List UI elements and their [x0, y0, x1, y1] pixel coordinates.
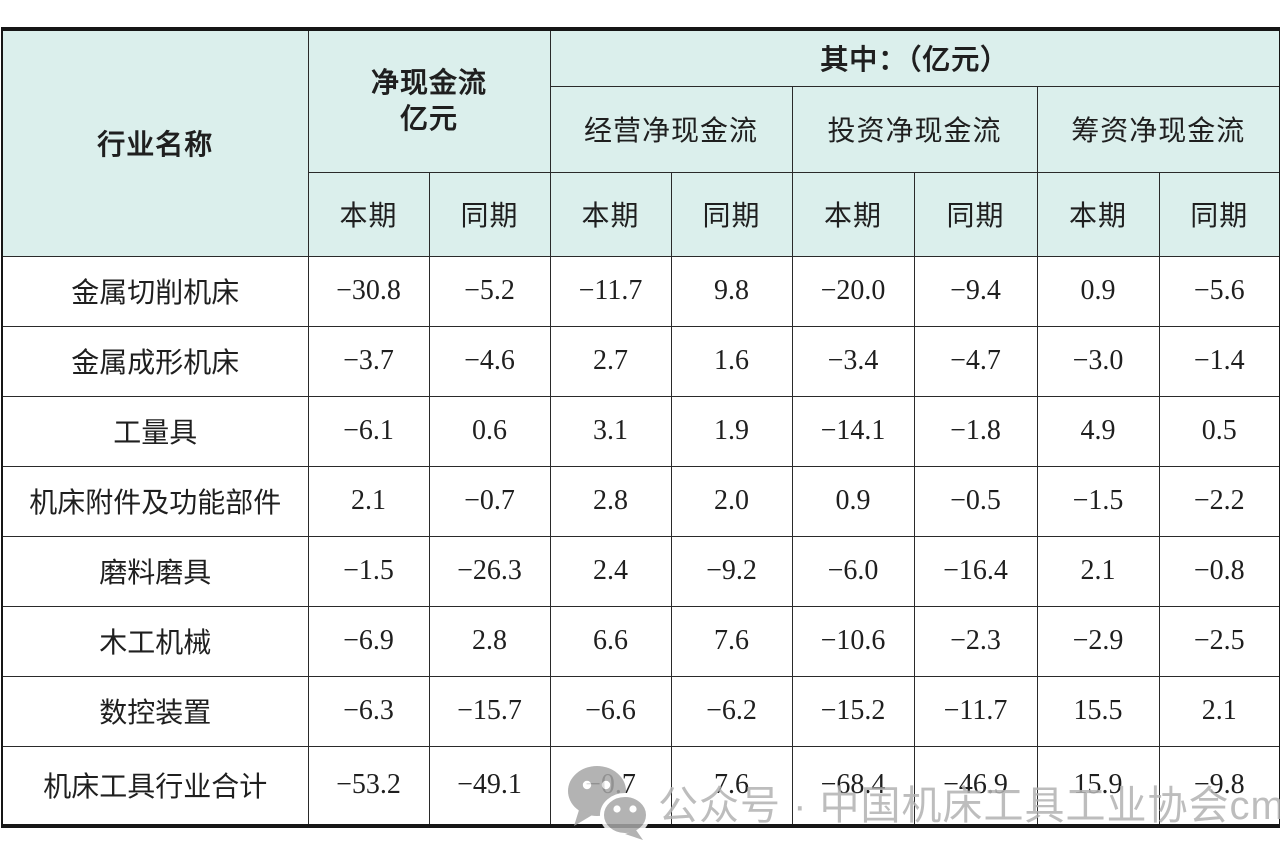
cell-value: −3.4	[791, 325, 915, 397]
cash-flow-table: 行业名称 净现金流 亿元 其中：（亿元） 经营净现金流 投资净现金流 筹资净现金…	[1, 27, 1280, 828]
cell-value: 15.5	[1036, 675, 1160, 747]
header-period-prior: 同期	[670, 171, 793, 257]
cell-value: 2.4	[549, 535, 672, 607]
cell-value: −2.2	[1158, 465, 1280, 537]
cell-value: −15.2	[791, 675, 915, 747]
cell-value: −49.1	[428, 745, 551, 827]
cell-value: −2.5	[1158, 605, 1280, 677]
cell-value: 2.1	[1158, 675, 1280, 747]
row-label: 机床附件及功能部件	[1, 465, 309, 537]
table-row: 金属成形机床 −3.7 −4.6 2.7 1.6 −3.4 −4.7 −3.0 …	[1, 325, 1280, 397]
cell-value: 2.8	[428, 605, 551, 677]
cell-value: −68.4	[791, 745, 915, 827]
cell-value: −0.5	[913, 465, 1038, 537]
header-financing-net-cash-flow: 筹资净现金流	[1036, 85, 1280, 173]
cell-value: −6.6	[549, 675, 672, 747]
header-net-cash-flow: 净现金流 亿元	[307, 28, 551, 173]
cell-value: −9.8	[1158, 745, 1280, 827]
cell-value: 1.9	[670, 395, 793, 467]
header-period-current: 本期	[1036, 171, 1160, 257]
cell-value: −30.8	[307, 255, 430, 327]
cell-value: −10.6	[791, 605, 915, 677]
cell-value: −3.0	[1036, 325, 1160, 397]
header-period-prior: 同期	[428, 171, 551, 257]
header-industry-name: 行业名称	[1, 28, 309, 257]
header-period-prior: 同期	[1158, 171, 1280, 257]
cell-value: 7.6	[670, 605, 793, 677]
cell-value: 2.1	[1036, 535, 1160, 607]
cell-value: 2.8	[549, 465, 672, 537]
cell-value: −11.7	[549, 255, 672, 327]
cell-value: −5.2	[428, 255, 551, 327]
row-label: 机床工具行业合计	[1, 745, 309, 827]
cell-value: 0.6	[428, 395, 551, 467]
cell-value: 0.9	[1036, 255, 1160, 327]
cell-value: −53.2	[307, 745, 430, 827]
cell-value: 0.9	[791, 465, 915, 537]
cell-value: −6.0	[791, 535, 915, 607]
row-label: 木工机械	[1, 605, 309, 677]
cell-value: −9.2	[670, 535, 793, 607]
header-period-current: 本期	[549, 171, 672, 257]
cell-value: −4.6	[428, 325, 551, 397]
table-row: 磨料磨具 −1.5 −26.3 2.4 −9.2 −6.0 −16.4 2.1 …	[1, 535, 1280, 607]
cell-value: 1.6	[670, 325, 793, 397]
row-label: 金属成形机床	[1, 325, 309, 397]
cell-value: −0.7	[549, 745, 672, 827]
cell-value: −16.4	[913, 535, 1038, 607]
cell-value: −4.7	[913, 325, 1038, 397]
cell-value: −2.9	[1036, 605, 1160, 677]
cell-value: −1.5	[1036, 465, 1160, 537]
cell-value: 9.8	[670, 255, 793, 327]
cell-value: −6.2	[670, 675, 793, 747]
cell-value: −6.3	[307, 675, 430, 747]
cell-value: 7.6	[670, 745, 793, 827]
row-label: 数控装置	[1, 675, 309, 747]
cell-value: 4.9	[1036, 395, 1160, 467]
cell-value: −1.8	[913, 395, 1038, 467]
cell-value: −6.1	[307, 395, 430, 467]
header-period-current: 本期	[307, 171, 430, 257]
table-row: 金属切削机床 −30.8 −5.2 −11.7 9.8 −20.0 −9.4 0…	[1, 255, 1280, 327]
cell-value: 15.9	[1036, 745, 1160, 827]
cell-value: −2.3	[913, 605, 1038, 677]
row-label: 金属切削机床	[1, 255, 309, 327]
cell-value: −26.3	[428, 535, 551, 607]
header-period-current: 本期	[791, 171, 915, 257]
header-operating-net-cash-flow: 经营净现金流	[549, 85, 793, 173]
cell-value: 0.5	[1158, 395, 1280, 467]
cell-value: −11.7	[913, 675, 1038, 747]
header-investing-net-cash-flow: 投资净现金流	[791, 85, 1038, 173]
cell-value: −9.4	[913, 255, 1038, 327]
row-label: 磨料磨具	[1, 535, 309, 607]
cell-value: −46.9	[913, 745, 1038, 827]
cell-value: −15.7	[428, 675, 551, 747]
row-label: 工量具	[1, 395, 309, 467]
cell-value: −20.0	[791, 255, 915, 327]
cell-value: 6.6	[549, 605, 672, 677]
cell-value: −0.7	[428, 465, 551, 537]
cell-value: −1.4	[1158, 325, 1280, 397]
table-row: 工量具 −6.1 0.6 3.1 1.9 −14.1 −1.8 4.9 0.5	[1, 395, 1280, 467]
cell-value: −1.5	[307, 535, 430, 607]
cell-value: 2.1	[307, 465, 430, 537]
table-row: 木工机械 −6.9 2.8 6.6 7.6 −10.6 −2.3 −2.9 −2…	[1, 605, 1280, 677]
table-row: 数控装置 −6.3 −15.7 −6.6 −6.2 −15.2 −11.7 15…	[1, 675, 1280, 747]
cell-value: 2.0	[670, 465, 793, 537]
cell-value: 2.7	[549, 325, 672, 397]
table-row-total: 机床工具行业合计 −53.2 −49.1 −0.7 7.6 −68.4 −46.…	[1, 745, 1280, 827]
cell-value: 3.1	[549, 395, 672, 467]
cell-value: −5.6	[1158, 255, 1280, 327]
header-period-prior: 同期	[913, 171, 1038, 257]
cell-value: −3.7	[307, 325, 430, 397]
header-among-which: 其中：（亿元）	[549, 28, 1280, 87]
cell-value: −0.8	[1158, 535, 1280, 607]
cell-value: −6.9	[307, 605, 430, 677]
cell-value: −14.1	[791, 395, 915, 467]
table-row: 机床附件及功能部件 2.1 −0.7 2.8 2.0 0.9 −0.5 −1.5…	[1, 465, 1280, 537]
